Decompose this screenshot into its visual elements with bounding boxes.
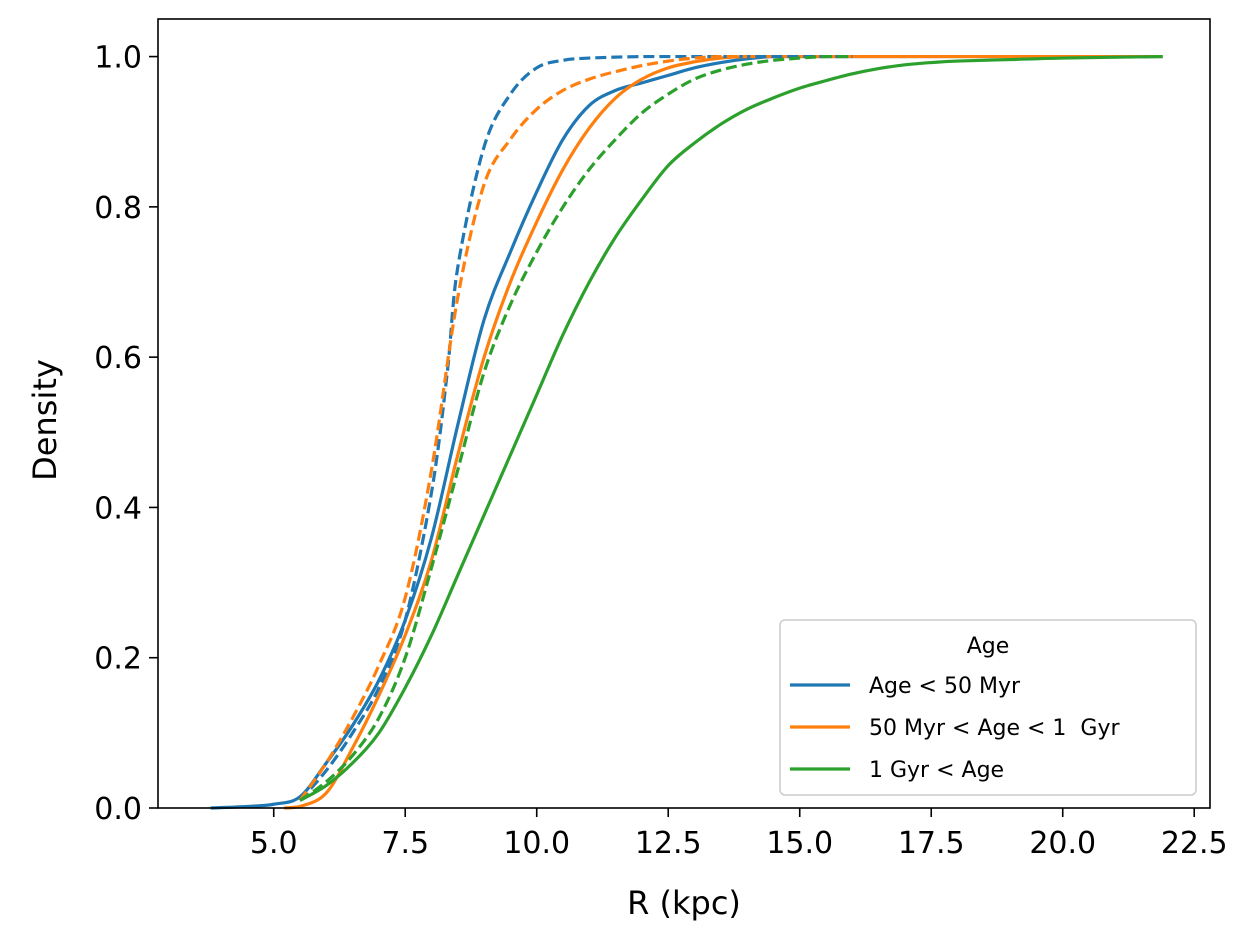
y-tick-label: 0.0 (94, 792, 142, 827)
legend-box (779, 619, 1197, 796)
series-line-50-myr-age-1-gyr-dashed (298, 54, 748, 802)
series-line-1-gyr-age-solid (299, 54, 1163, 802)
x-tick-label: 7.5 (381, 826, 429, 861)
x-tick-label: 22.5 (1161, 826, 1228, 861)
x-axis-ticks: 5.0 7.5 10.0 12.5 15.0 17.5 20.0 22.5 (250, 808, 1228, 861)
legend-label-age-lt-50myr: Age < 50 Myr (869, 674, 1021, 699)
x-tick-label: 15.0 (766, 826, 833, 861)
y-tick-label: 0.4 (94, 491, 142, 526)
y-tick-label: 0.8 (94, 191, 142, 226)
x-tick-label: 17.5 (898, 826, 965, 861)
y-tick-label: 0.6 (94, 341, 142, 376)
plot-frame (157, 18, 1211, 809)
y-tick-label: 0.2 (94, 642, 142, 677)
y-tick-label: 1.0 (94, 41, 142, 76)
x-tick-label: 12.5 (635, 826, 702, 861)
x-tick-label: 10.0 (503, 826, 570, 861)
x-tick-label: 5.0 (250, 826, 298, 861)
legend-label-50myr-to-1gyr: 50 Myr < Age < 1 Gyr (869, 716, 1120, 741)
series-layer (210, 54, 1163, 810)
legend-label-gt-1gyr: 1 Gyr < Age (869, 758, 1004, 783)
legend-title: Age (967, 634, 1010, 659)
legend: Age Age < 50 Myr 50 Myr < Age < 1 Gyr 1 … (779, 619, 1197, 796)
x-axis-label: R (kpc) (627, 884, 741, 922)
series-line-age-50-myr-dashed (298, 54, 853, 802)
series-line-1-gyr-age-dashed (299, 54, 853, 802)
y-axis-label: Density (26, 359, 64, 481)
y-axis-ticks: 0.0 0.2 0.4 0.6 0.8 1.0 (94, 41, 158, 827)
x-tick-label: 20.0 (1029, 826, 1096, 861)
